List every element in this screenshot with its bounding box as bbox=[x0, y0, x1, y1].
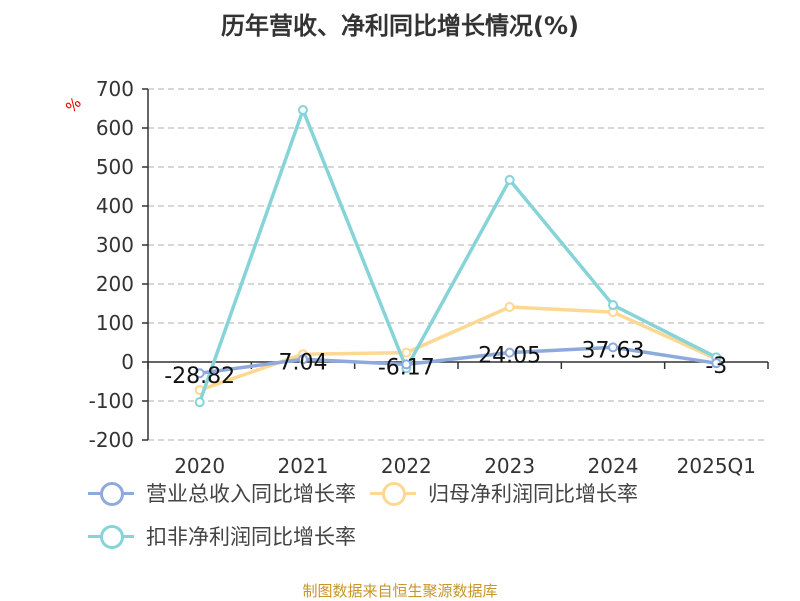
y-tick-label: -100 bbox=[89, 389, 134, 413]
data-point bbox=[298, 105, 308, 116]
data-label: 37.63 bbox=[582, 338, 645, 363]
x-tick-label: 2022 bbox=[381, 454, 432, 478]
data-point bbox=[504, 347, 515, 358]
data-point bbox=[711, 358, 722, 369]
data-label: -6.17 bbox=[378, 355, 435, 380]
series-line bbox=[199, 345, 717, 375]
data-label: -28.82 bbox=[164, 364, 235, 389]
legend-label: 扣非净利润同比增长率 bbox=[146, 525, 356, 549]
y-tick-label: 0 bbox=[121, 350, 134, 374]
x-tick-label: 2021 bbox=[278, 454, 329, 478]
data-point bbox=[504, 302, 515, 313]
data-label: 24.05 bbox=[478, 344, 541, 369]
data-point bbox=[401, 359, 412, 370]
data-point bbox=[194, 397, 205, 408]
legend-label: 营业总收入同比增长率 bbox=[146, 482, 356, 506]
x-tick-label: 2023 bbox=[484, 454, 535, 478]
data-point bbox=[298, 354, 308, 365]
y-tick-label: 300 bbox=[96, 233, 134, 257]
x-tick-label: 2025Q1 bbox=[677, 454, 756, 478]
data-point bbox=[608, 342, 618, 353]
y-tick-label: -200 bbox=[89, 428, 134, 452]
y-axis-unit: % bbox=[62, 94, 85, 117]
legend-marker-icon bbox=[88, 481, 134, 506]
data-point bbox=[504, 174, 515, 185]
y-tick-label: 700 bbox=[96, 77, 134, 101]
y-tick-label: 500 bbox=[96, 155, 134, 179]
y-tick-label: 600 bbox=[96, 116, 134, 140]
legend-item[interactable]: 营业总收入同比增长率 bbox=[88, 476, 356, 510]
y-tick-label: 200 bbox=[96, 272, 134, 296]
x-tick-label: 2020 bbox=[174, 454, 225, 478]
data-label: -3 bbox=[705, 354, 727, 379]
data-point bbox=[194, 368, 205, 379]
source-note: 制图数据来自恒生聚源数据库 bbox=[302, 582, 498, 600]
chart-title: 历年营收、净利同比增长情况(%) bbox=[221, 12, 579, 40]
legend-label: 归母净利润同比增长率 bbox=[428, 482, 638, 506]
x-tick-label: 2024 bbox=[588, 454, 639, 478]
data-point bbox=[608, 300, 618, 311]
legend-item[interactable]: 归母净利润同比增长率 bbox=[370, 476, 638, 510]
legend-marker-icon bbox=[370, 481, 416, 506]
data-label: 7.04 bbox=[279, 350, 328, 375]
y-tick-label: 400 bbox=[96, 194, 134, 218]
legend-marker-icon bbox=[88, 524, 134, 549]
series-line bbox=[198, 108, 718, 403]
data-point bbox=[401, 347, 412, 358]
y-tick-label: 100 bbox=[96, 311, 134, 335]
legend-item[interactable]: 扣非净利润同比增长率 bbox=[88, 519, 356, 553]
legend: 营业总收入同比增长率 归母净利润同比增长率扣非净利润同比增长率 bbox=[88, 476, 768, 562]
